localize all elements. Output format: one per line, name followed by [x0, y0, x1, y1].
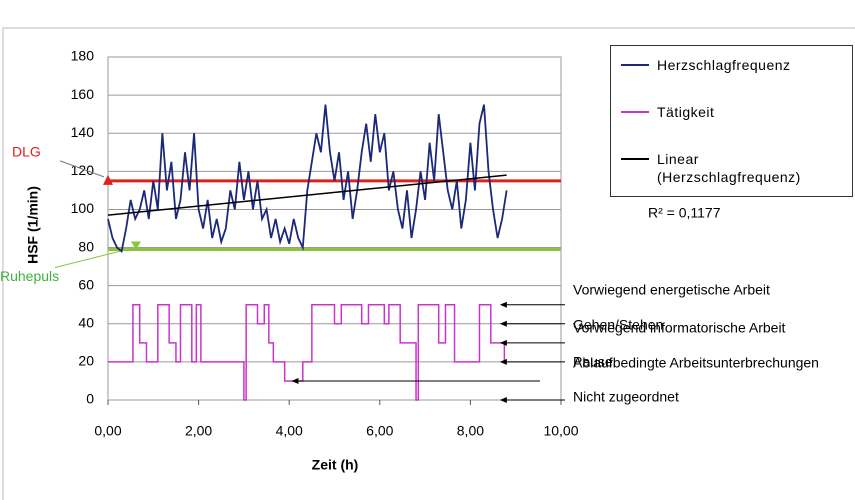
y-tick-label: 20	[78, 353, 94, 369]
y-tick-label: 120	[71, 162, 95, 178]
reference-label: DLG	[12, 144, 41, 160]
series-line	[108, 303, 507, 401]
y-tick-label: 60	[78, 276, 94, 292]
legend-swatch	[621, 158, 649, 160]
arrow-head	[499, 301, 507, 308]
legend-swatch	[621, 64, 649, 66]
reference-label: Ruhepuls	[0, 268, 59, 284]
x-tick-label: 2,00	[185, 423, 212, 439]
plot-border	[107, 56, 562, 401]
legend-label: Herzschlagfrequenz	[657, 57, 791, 73]
x-tick-label: 6,00	[366, 423, 393, 439]
legend-label: Linear (Herzschlagfrequenz)	[657, 151, 801, 185]
y-tick-label: 0	[86, 391, 94, 407]
level-label: Gehen/Stehen	[573, 316, 663, 332]
x-axis-title: Zeit (h)	[312, 457, 359, 473]
legend-swatch	[621, 111, 649, 113]
reference-pointer	[54, 246, 136, 268]
arrow-head	[291, 377, 299, 384]
y-axis-title: HSF (1/min)	[25, 186, 41, 264]
x-tick-label: 8,00	[457, 423, 484, 439]
x-tick-label: 4,00	[276, 423, 303, 439]
arrow-head	[499, 358, 507, 365]
r-squared: R² = 0,1177	[648, 205, 721, 221]
series-line	[107, 174, 507, 216]
reference-marker	[103, 174, 113, 185]
arrow-head	[499, 339, 507, 346]
x-tick-label: 10,00	[543, 423, 578, 439]
y-tick-label: 40	[78, 314, 94, 330]
level-label: Vorwiegend informatorische Arbeit	[573, 320, 786, 336]
series-line	[107, 104, 508, 254]
level-label: Nicht zugeordnet	[573, 389, 679, 405]
level-label: Ablaufbedingte Arbeitsunterbrechungen	[573, 355, 819, 371]
legend-label: Tätigkeit	[657, 104, 715, 120]
y-tick-label: 180	[71, 48, 95, 64]
arrow-head	[499, 397, 507, 403]
y-tick-label: 160	[71, 86, 95, 102]
y-tick-label: 80	[78, 238, 94, 254]
x-tick-label: 0,00	[94, 423, 121, 439]
level-label: Vorwiegend energetische Arbeit	[573, 281, 770, 297]
y-tick-label: 140	[71, 124, 95, 140]
y-tick-label: 100	[71, 200, 95, 216]
reference-marker	[131, 241, 141, 250]
arrow-head	[499, 320, 507, 327]
legend: Herzschlagfrequenz Tätigkeit Linear (Herzs…	[610, 45, 853, 197]
level-label: Pause	[573, 354, 613, 370]
frame	[2, 27, 855, 500]
reference-pointer	[59, 160, 105, 178]
